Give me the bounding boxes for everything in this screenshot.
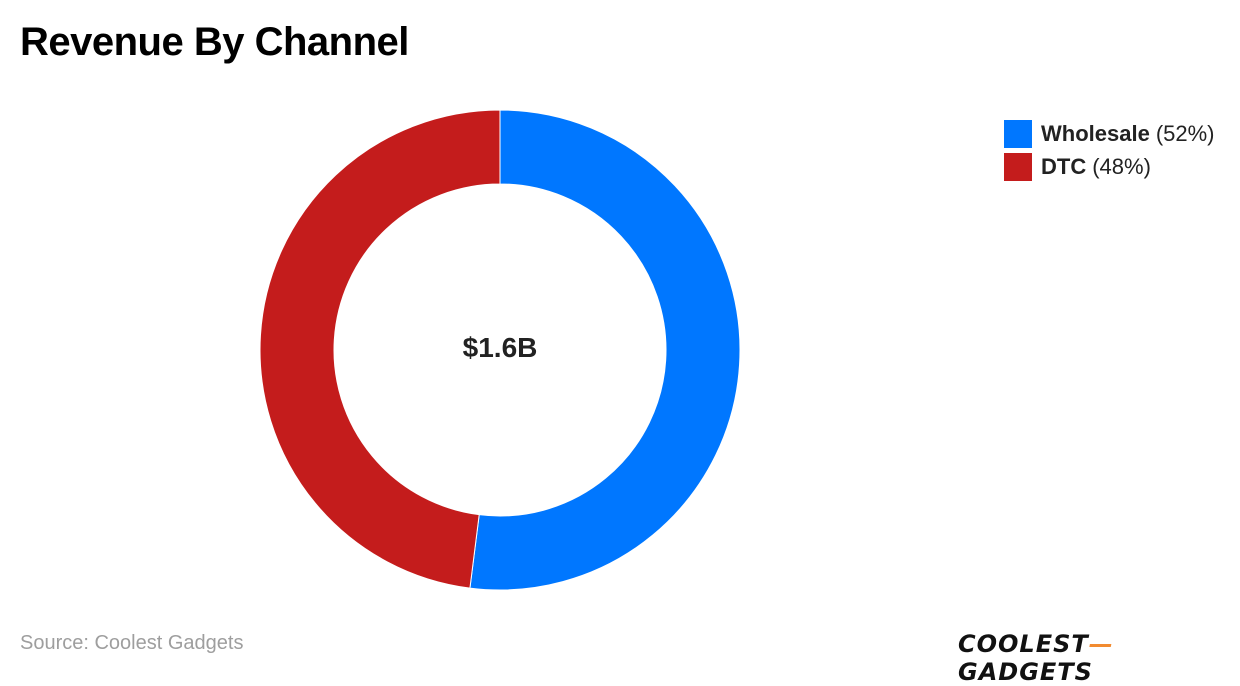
source-note: Source: Coolest Gadgets (20, 632, 244, 654)
chart-title: Revenue By Channel (20, 20, 409, 64)
legend-percent-wholesale: (52%) (1155, 121, 1215, 146)
donut-slice-dtc (259, 109, 501, 589)
legend-item-dtc: DTC (48%) (1004, 152, 1215, 182)
brand-logo-dash: — (1088, 630, 1114, 658)
brand-logo-right: GADGETS (958, 658, 1093, 686)
brand-logo-left: COOLEST (958, 630, 1089, 658)
legend: Wholesale (52%) DTC (48%) (1004, 119, 1215, 185)
legend-label-wholesale: Wholesale (1041, 121, 1150, 146)
legend-percent-dtc: (48%) (1092, 154, 1151, 179)
donut-slice-wholesale (469, 109, 741, 591)
legend-swatch-dtc (1004, 153, 1032, 181)
legend-item-wholesale: Wholesale (52%) (1004, 119, 1215, 149)
legend-swatch-wholesale (1004, 120, 1032, 148)
center-total-label: $1.6B (462, 332, 538, 363)
legend-label-dtc: DTC (1041, 154, 1087, 179)
